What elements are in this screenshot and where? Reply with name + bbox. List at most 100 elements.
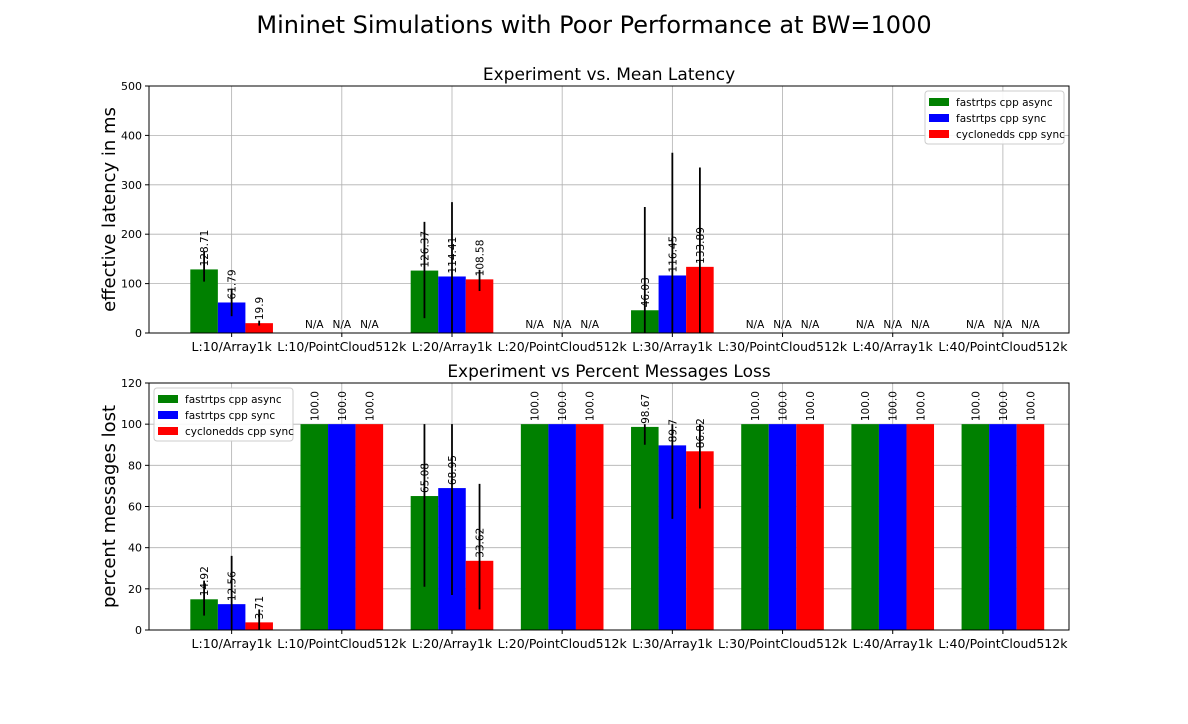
chart-1-legend-swatch xyxy=(158,411,178,419)
chart-1-value-label: 100.0 xyxy=(778,391,790,421)
chart-1-legend: fastrtps cpp async fastrtps cpp sync cyclo… xyxy=(153,387,294,442)
chart-1-xtick-label: L:30/Array1k xyxy=(632,636,713,651)
chart-0-ytick-label: 200 xyxy=(121,228,142,241)
chart-1-value-label: 86.82 xyxy=(695,418,707,448)
chart-1-bar xyxy=(989,424,1017,630)
chart-1-value-label: 100.0 xyxy=(970,391,982,421)
chart-1-value-label: 12.56 xyxy=(227,571,239,601)
chart-1-value-label: 100.0 xyxy=(585,391,597,421)
chart-1-xtick-label: L:20/Array1k xyxy=(412,636,493,651)
chart-1-bar xyxy=(328,424,356,630)
chart-0-na-label: N/A xyxy=(773,319,792,331)
chart-1-legend-swatch xyxy=(158,427,178,435)
chart-1-value-label: 100.0 xyxy=(805,391,817,421)
chart-0-ytick-label: 100 xyxy=(121,278,142,291)
chart-1-bar xyxy=(878,424,907,630)
chart-1-ytick-label: 20 xyxy=(128,583,142,596)
chart-1-bar xyxy=(520,424,549,630)
chart-1-xtick-label: L:10/PointCloud512k xyxy=(277,636,407,651)
chart-0-na-label: N/A xyxy=(333,319,352,331)
chart-1-bar xyxy=(355,424,384,630)
chart-1-value-label: 68.95 xyxy=(447,455,459,485)
chart-1-ytick-label: 120 xyxy=(121,377,142,390)
chart-1-value-label: 100.0 xyxy=(309,391,321,421)
chart-0-value-label: 19.9 xyxy=(254,297,266,320)
chart-0-na-label: N/A xyxy=(856,319,875,331)
chart-1-bar xyxy=(631,426,659,630)
chart-0-na-label: N/A xyxy=(553,319,572,331)
chart-0-na-label: N/A xyxy=(746,319,765,331)
chart-1-bar xyxy=(961,424,990,630)
chart-0-legend-box xyxy=(924,90,1065,145)
latency-chart-panel: Experiment vs. Mean Latency 128.71 N/A 126.… xyxy=(99,65,1070,354)
chart-0-legend-swatch xyxy=(929,98,949,106)
chart-0-axes-frame xyxy=(148,85,1070,334)
chart-1-legend-label: cyclonedds cpp sync xyxy=(185,426,294,438)
chart-1-ytick-label: 80 xyxy=(128,459,142,472)
loss-chart-panel: Experiment vs Percent Messages Loss 14.92… xyxy=(99,362,1070,651)
chart-0-legend-swatch xyxy=(929,130,949,138)
chart-0-na-label: N/A xyxy=(801,319,820,331)
chart-0-xtick-label: L:40/PointCloud512k xyxy=(938,339,1068,354)
chart-0-value-label: 133.89 xyxy=(695,227,707,264)
chart-1-value-label: 3.71 xyxy=(254,596,266,619)
chart-1-title: Experiment vs Percent Messages Loss xyxy=(447,362,771,382)
chart-1-xtick-label: L:40/PointCloud512k xyxy=(938,636,1068,651)
chart-1-value-label: 14.92 xyxy=(199,566,211,596)
chart-1-bar xyxy=(741,424,769,630)
chart-1-value-label: 100.0 xyxy=(888,391,900,421)
chart-0-title: Experiment vs. Mean Latency xyxy=(483,65,735,85)
chart-1-value-label: 100.0 xyxy=(915,391,927,421)
chart-1-legend-label: fastrtps cpp async xyxy=(185,394,282,406)
figure-title: Mininet Simulations with Poor Performanc… xyxy=(256,11,931,39)
chart-0-na-label: N/A xyxy=(305,319,324,331)
chart-0-value-label: 126.37 xyxy=(419,231,431,268)
chart-1-bar xyxy=(906,424,935,630)
chart-0-na-label: N/A xyxy=(994,319,1013,331)
chart-0-xtick-label: L:20/Array1k xyxy=(412,339,493,354)
chart-1-xtick-label: L:10/Array1k xyxy=(192,636,273,651)
chart-1-ylabel: percent messages lost xyxy=(99,405,120,608)
chart-0-na-label: N/A xyxy=(911,319,930,331)
chart-0-value-label: 128.71 xyxy=(199,230,211,267)
chart-1-value-label: 100.0 xyxy=(1025,391,1037,421)
chart-0-xtick-label: L:30/Array1k xyxy=(632,339,713,354)
chart-1-legend-swatch xyxy=(158,395,178,403)
chart-0-xtick-label: L:10/PointCloud512k xyxy=(277,339,407,354)
chart-1-ytick-label: 60 xyxy=(128,501,142,514)
chart-0-xtick-label: L:20/PointCloud512k xyxy=(498,339,628,354)
chart-0-ylabel: effective latency in ms xyxy=(99,107,120,312)
chart-0-xtick-label: L:10/Array1k xyxy=(192,339,273,354)
chart-0-legend-swatch xyxy=(929,114,949,122)
chart-1-value-label: 100.0 xyxy=(530,391,542,421)
chart-0-na-label: N/A xyxy=(966,319,985,331)
chart-1-value-label: 100.0 xyxy=(364,391,376,421)
chart-0-na-label: N/A xyxy=(883,319,902,331)
chart-1-bar xyxy=(548,424,576,630)
chart-1-value-label: 65.08 xyxy=(419,463,431,493)
chart-0-na-label: N/A xyxy=(360,319,379,331)
chart-0-xtick-label: L:30/PointCloud512k xyxy=(718,339,848,354)
chart-1-value-label: 98.67 xyxy=(640,394,652,424)
chart-1-bar xyxy=(851,424,879,630)
chart-0-ytick-label: 0 xyxy=(135,327,142,340)
chart-1-value-label: 100.0 xyxy=(998,391,1010,421)
chart-1-bar xyxy=(300,424,329,630)
chart-1-value-label: 89.7 xyxy=(667,419,679,442)
chart-0-ytick-label: 400 xyxy=(121,129,142,142)
chart-1-bar xyxy=(575,424,604,630)
chart-0-value-label: 114.41 xyxy=(447,237,459,274)
chart-1-bar xyxy=(796,424,824,630)
chart-0-value-label: 116.45 xyxy=(667,236,679,273)
chart-0-na-label: N/A xyxy=(1021,319,1040,331)
chart-1-value-label: 100.0 xyxy=(557,391,569,421)
chart-1-ytick-label: 100 xyxy=(121,418,142,431)
chart-0-legend: fastrtps cpp async fastrtps cpp sync cyclo… xyxy=(924,90,1065,145)
chart-1-xtick-label: L:20/PointCloud512k xyxy=(498,636,628,651)
chart-1-bar xyxy=(1016,424,1045,630)
chart-0-ytick-label: 300 xyxy=(121,179,142,192)
chart-0-xtick-label: L:40/Array1k xyxy=(853,339,934,354)
chart-1-value-label: 100.0 xyxy=(750,391,762,421)
